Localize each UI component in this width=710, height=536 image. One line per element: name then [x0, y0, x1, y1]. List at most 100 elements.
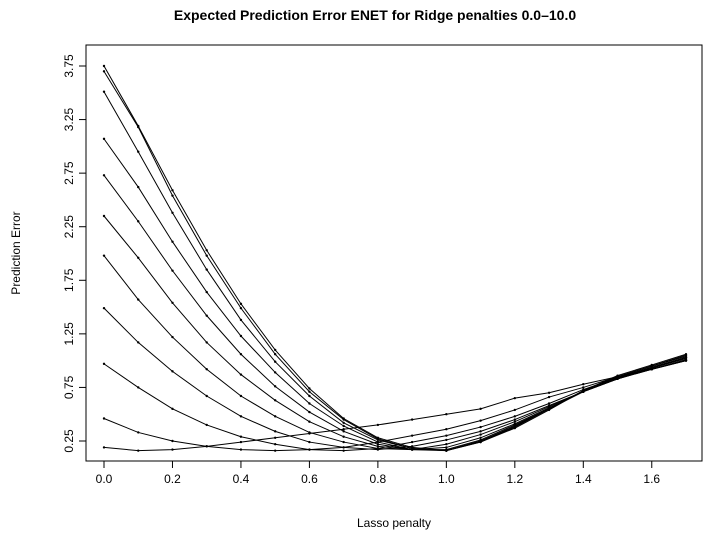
- data-point: [479, 433, 482, 436]
- series-group: [102, 64, 688, 452]
- y-tick-label: 0.75: [62, 375, 76, 399]
- data-point: [376, 443, 380, 446]
- data-point: [513, 408, 517, 412]
- data-point: [102, 137, 106, 141]
- data-point: [171, 189, 174, 192]
- data-point: [308, 440, 311, 444]
- data-point: [342, 440, 345, 444]
- data-point: [239, 334, 243, 338]
- data-point: [239, 353, 243, 356]
- data-point: [171, 269, 174, 272]
- series-line-4: [103, 307, 687, 451]
- data-point: [273, 360, 277, 363]
- data-point: [445, 443, 448, 446]
- x-axis-label: Lasso penalty: [357, 516, 431, 530]
- data-point: [171, 301, 174, 304]
- data-point: [239, 318, 243, 322]
- data-point: [171, 448, 174, 451]
- data-point: [273, 443, 277, 446]
- data-point: [273, 399, 277, 402]
- series-line-3: [103, 360, 687, 452]
- data-point: [684, 353, 688, 356]
- data-point: [171, 407, 174, 411]
- data-point: [273, 348, 277, 352]
- data-point: [445, 413, 448, 416]
- x-tick-label: 1.6: [643, 472, 660, 486]
- x-tick-label: 0.0: [96, 472, 113, 486]
- data-point: [650, 363, 653, 367]
- x-tick-label: 1.4: [575, 472, 592, 486]
- data-point: [137, 449, 140, 452]
- y-tick-label: 2.25: [62, 215, 76, 239]
- data-point: [410, 440, 414, 444]
- data-point: [137, 298, 140, 301]
- data-point: [308, 410, 311, 414]
- data-point: [342, 449, 345, 452]
- data-point: [308, 420, 311, 423]
- series-line-6: [103, 215, 687, 451]
- data-point: [479, 430, 482, 433]
- y-tick-label: 2.75: [62, 161, 76, 185]
- data-point: [308, 448, 311, 451]
- data-point: [376, 445, 380, 448]
- data-point: [171, 240, 174, 243]
- data-point: [239, 435, 243, 438]
- x-tick-label: 0.8: [370, 472, 387, 486]
- data-point: [308, 394, 311, 398]
- data-point: [273, 371, 277, 374]
- data-point: [205, 254, 208, 257]
- data-point: [171, 370, 174, 373]
- data-point: [171, 194, 174, 197]
- y-tick-label: 1.75: [62, 268, 76, 292]
- x-tick-label: 0.6: [301, 472, 318, 486]
- data-point: [479, 419, 482, 422]
- data-point: [102, 90, 106, 93]
- data-point: [205, 290, 208, 294]
- data-point: [102, 64, 106, 68]
- data-point: [547, 402, 551, 405]
- data-point: [205, 341, 208, 344]
- data-point: [102, 174, 106, 177]
- data-point: [616, 374, 619, 377]
- data-point: [137, 256, 140, 259]
- data-point: [137, 341, 140, 344]
- y-tick-label: 1.25: [62, 322, 76, 346]
- data-point: [582, 386, 585, 389]
- data-point: [342, 430, 345, 433]
- data-point: [376, 447, 380, 450]
- data-point: [137, 150, 140, 153]
- data-point: [582, 389, 585, 392]
- data-point: [273, 436, 277, 439]
- data-point: [273, 385, 277, 388]
- data-point: [205, 368, 208, 371]
- y-tick-label: 3.75: [62, 54, 76, 78]
- data-point: [205, 249, 208, 252]
- data-point: [410, 418, 414, 421]
- data-point: [102, 417, 106, 420]
- data-point: [205, 314, 208, 317]
- data-point: [239, 306, 243, 310]
- data-point: [308, 387, 311, 390]
- data-point: [239, 448, 243, 451]
- data-point: [376, 440, 380, 444]
- data-point: [205, 268, 208, 271]
- data-point: [273, 353, 277, 356]
- data-point: [239, 440, 243, 444]
- data-point: [171, 335, 174, 339]
- data-point: [445, 446, 448, 449]
- data-point: [273, 430, 277, 433]
- x-axis: 0.0 0.2 0.4 0.6 0.8 1.0 1.2 1.4 1.6: [96, 460, 660, 486]
- data-point: [205, 445, 208, 448]
- x-tick-label: 1.2: [506, 472, 523, 486]
- data-point: [239, 373, 243, 376]
- series-line-7: [103, 174, 687, 451]
- data-point: [513, 426, 517, 430]
- data-point: [479, 407, 482, 411]
- data-point: [342, 446, 345, 449]
- series-line-8: [103, 138, 687, 452]
- series-line-10: [103, 71, 687, 452]
- data-point: [513, 396, 517, 400]
- data-point: [137, 124, 140, 128]
- data-point: [547, 391, 551, 394]
- data-point: [273, 449, 277, 452]
